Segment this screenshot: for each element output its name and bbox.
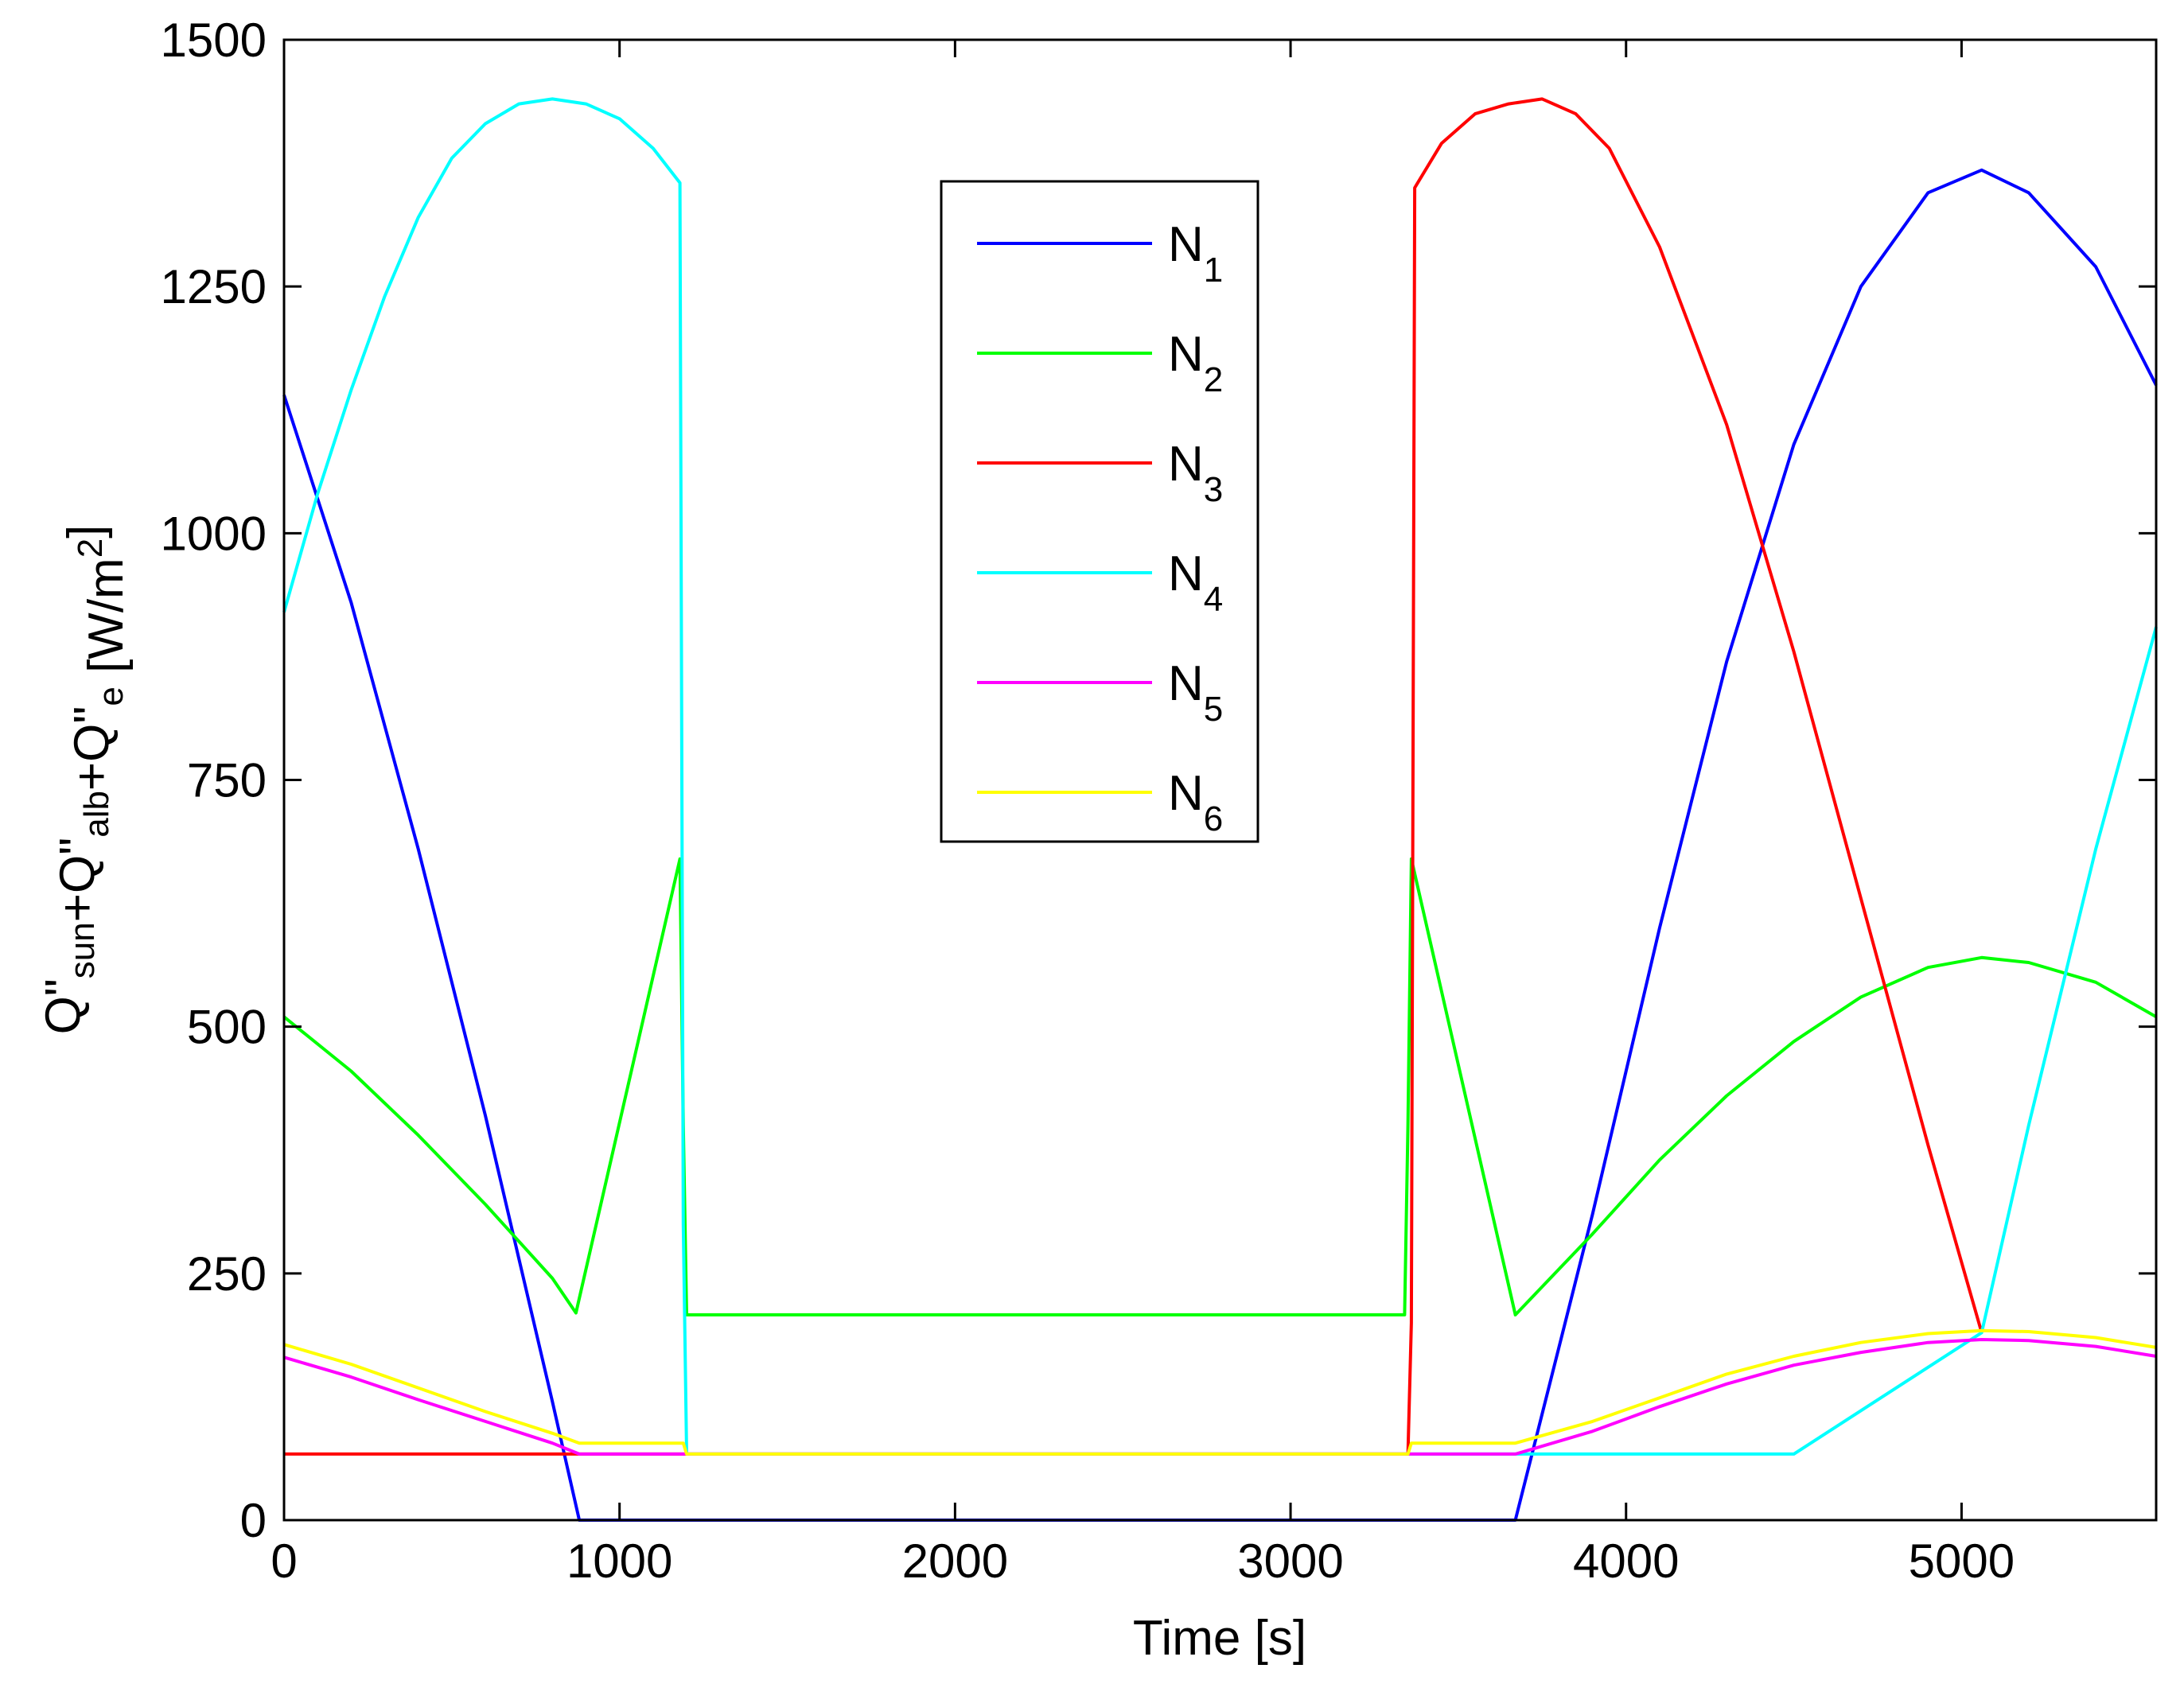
x-tick-label: 1000 <box>566 1534 672 1588</box>
series-line-n6 <box>283 1328 2157 1456</box>
y-label-sub: e <box>91 686 130 706</box>
y-tick-label: 250 <box>187 1247 267 1301</box>
y-tick-label: 1500 <box>161 14 267 67</box>
ticks-layer: 0 1000 2000 3000 4000 5000 0 250 500 750 1000 1250 1… <box>161 14 2156 1588</box>
x-tick-label: 5000 <box>1909 1534 2015 1588</box>
y-label-part: Q" <box>36 978 91 1034</box>
x-tick-label: 3000 <box>1237 1534 1343 1588</box>
legend-label-n6: N6 <box>1168 766 1223 838</box>
y-tick-label: 1000 <box>161 507 267 560</box>
legend-label-n3: N3 <box>1168 437 1223 509</box>
y-label-part: [W/m <box>79 558 134 686</box>
x-axis-label: Time [s] <box>1133 1611 1306 1666</box>
series-layer <box>282 97 2158 1522</box>
y-tick-label: 1250 <box>161 260 267 313</box>
legend: N1 N2 N3 N4 N5 N6 <box>940 180 1259 843</box>
legend-label-n2: N2 <box>1168 327 1223 399</box>
y-label-part: +Q" <box>50 838 105 922</box>
y-tick-label: 750 <box>187 754 267 807</box>
y-tick-label: 0 <box>240 1494 267 1547</box>
y-label-sup: 2 <box>71 539 110 558</box>
x-tick-label: 2000 <box>902 1534 1008 1588</box>
y-label-part: ] <box>58 525 113 539</box>
y-tick-label: 500 <box>187 1001 267 1054</box>
y-axis-label: Q"sun+Q"alb+Q"e [W/m2] <box>36 525 134 1035</box>
series-line-n5 <box>283 1338 2157 1456</box>
y-label-sub: alb <box>77 791 116 838</box>
x-tick-label: 4000 <box>1573 1534 1679 1588</box>
y-label-sub: sun <box>63 922 102 978</box>
y-label-part: +Q" <box>64 706 119 791</box>
series-line-n2 <box>282 857 2157 1316</box>
legend-label-n1: N1 <box>1168 217 1223 290</box>
x-tick-label: 0 <box>271 1534 297 1588</box>
legend-box <box>940 180 1259 843</box>
legend-label-n4: N4 <box>1168 546 1223 619</box>
legend-label-n5: N5 <box>1168 656 1223 729</box>
series-line-n4 <box>282 97 2158 1456</box>
